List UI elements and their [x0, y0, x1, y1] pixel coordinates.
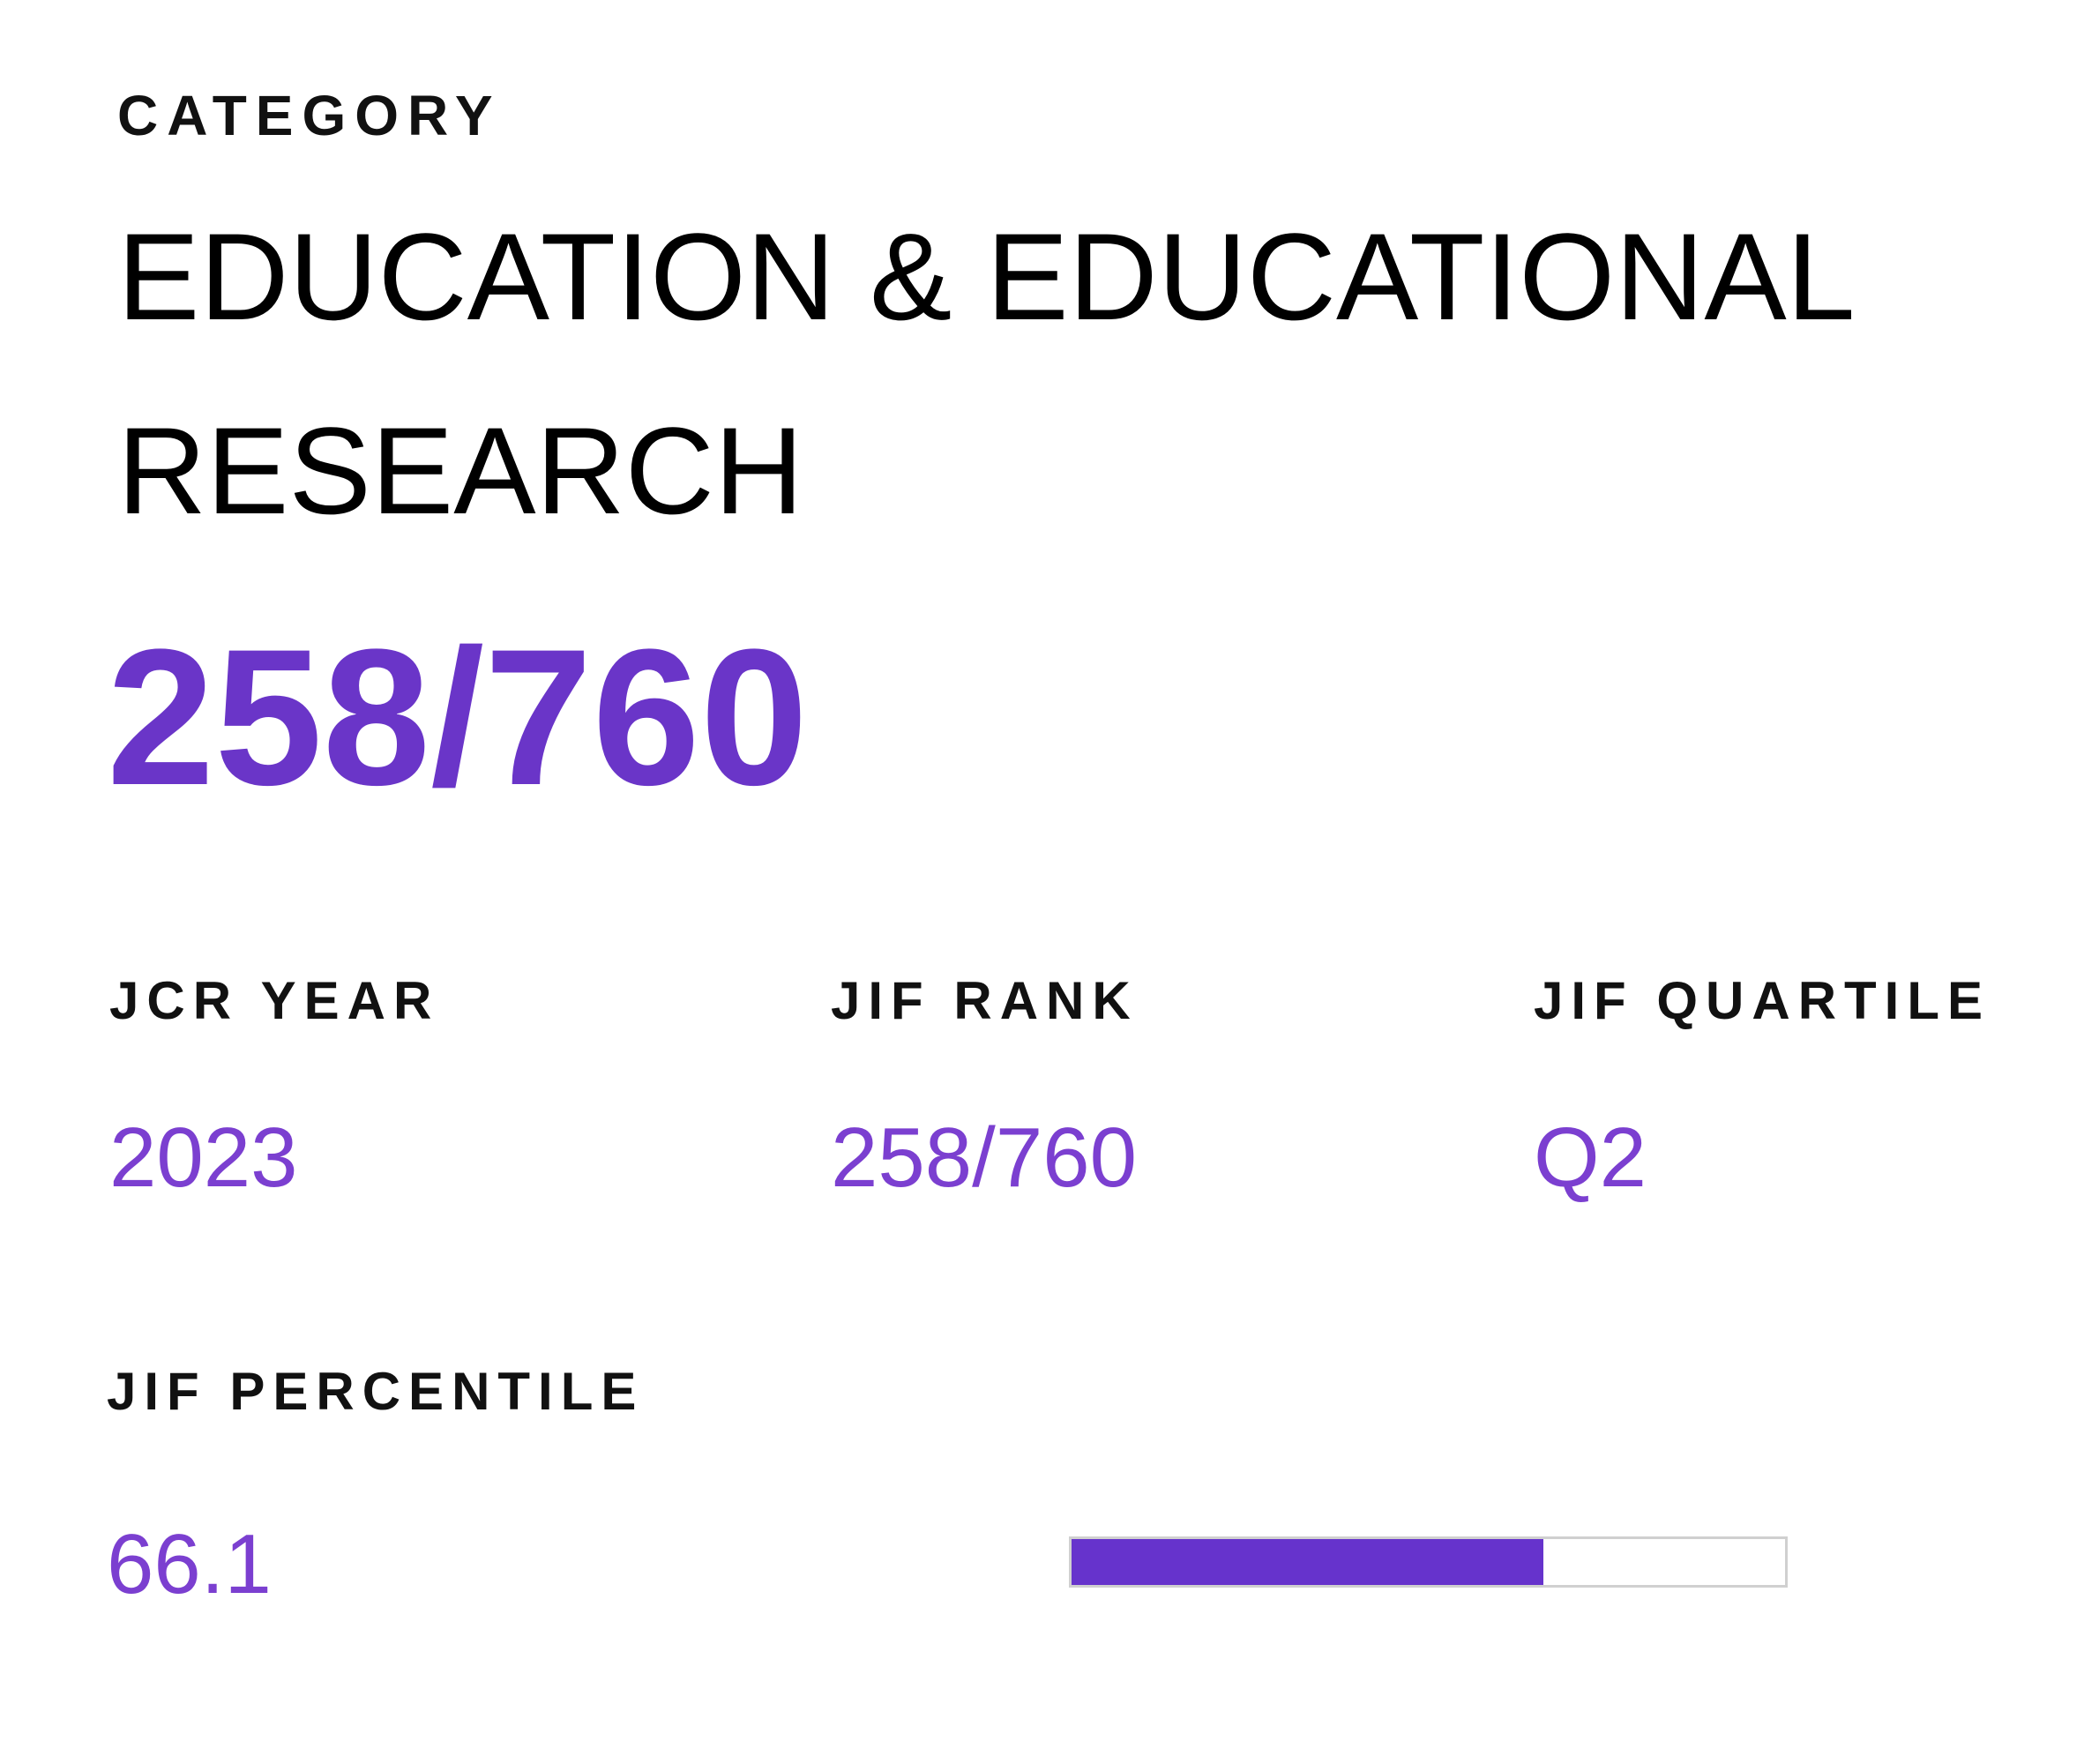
field-label: JIF QUARTILE — [1534, 971, 1991, 1030]
category-label: CATEGORY — [117, 84, 502, 147]
field-label: JCR YEAR — [109, 971, 440, 1030]
percentile-bar-track — [1069, 1536, 1788, 1588]
category-title: EDUCATION & EDUCATIONAL RESEARCH — [117, 207, 1851, 540]
field-value: 2023 — [109, 1110, 298, 1205]
field-value: Q2 — [1534, 1110, 1647, 1205]
field-value: 258/760 — [831, 1110, 1138, 1205]
rank: 258/760 — [107, 609, 809, 826]
percentile-bar — [1072, 1539, 1543, 1585]
field-label: JIF RANK — [831, 971, 1139, 1030]
percentile-label: JIF PERCENTILE — [107, 1362, 645, 1421]
percentile-value: 66.1 — [107, 1517, 272, 1611]
